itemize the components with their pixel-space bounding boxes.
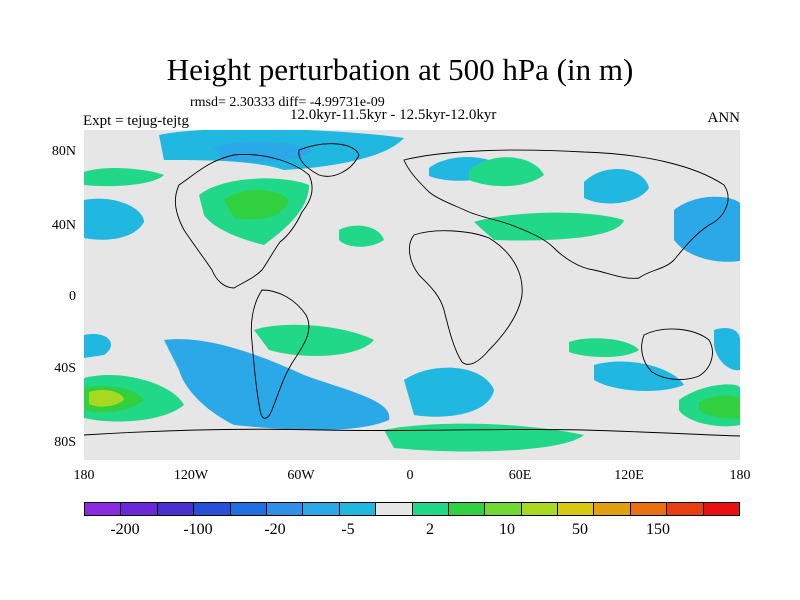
anomaly-shading [84, 130, 740, 430]
colorbar-label-50: 50 [572, 521, 588, 538]
neg-anomaly-south-atlantic [404, 367, 494, 417]
pos-anomaly-southeast-core [699, 395, 740, 419]
lon-label-0: 0 [406, 468, 414, 483]
colorbar-swatch-11 [485, 503, 522, 515]
pos-anomaly-siberia-north [469, 157, 544, 187]
period-text: 12.0kyr-11.5kyr - 12.5kyr-12.0kyr [290, 107, 497, 123]
colorbar-label-150: 150 [646, 521, 670, 538]
colorbar-swatch-7 [339, 503, 377, 515]
lon-label-60w: 60W [287, 468, 315, 483]
neg-anomaly-south-pacific [164, 339, 390, 430]
coastline-antarctica [84, 428, 740, 437]
season-label: ANN [707, 110, 741, 126]
lat-label-equator: 0 [69, 289, 76, 304]
neg-anomaly-south-indian [594, 361, 684, 392]
colorbar-swatch-12 [521, 503, 559, 515]
map-title: Height perturbation at 500 hPa (in m) [166, 52, 634, 87]
coastline-north-america [174, 154, 313, 289]
coastline-africa [408, 230, 523, 365]
colorbar-swatch-16 [667, 503, 704, 515]
lat-label-80s: 80S [54, 435, 76, 450]
lat-label-40s: 40S [54, 361, 76, 376]
pos-anomaly-southwest-pacific-peak [89, 389, 124, 407]
lon-label-60e: 60E [508, 468, 532, 483]
colorbar-label-2: 2 [426, 521, 434, 538]
colorbar-swatch-14 [594, 503, 631, 515]
neg-anomaly-siberia [584, 169, 649, 204]
colorbar-swatch-5 [266, 503, 304, 515]
pos-anomaly-asia [474, 212, 624, 241]
colorbar-swatch-3 [194, 503, 231, 515]
colorbar-swatch-0 [85, 503, 122, 515]
pos-anomaly-indian-ocean [569, 338, 639, 357]
stats-text: rmsd= 2.30333 diff= -4.99731e-09 [190, 95, 385, 110]
lat-label-80n: 80N [51, 144, 76, 159]
colorbar-swatch-2 [157, 503, 195, 515]
colorbar-label-neg5: -5 [341, 521, 355, 538]
colorbar-swatch-6 [303, 503, 340, 515]
coastline-greenland [298, 143, 360, 177]
neg-anomaly-southeast [714, 328, 740, 371]
lat-label-40n: 40N [51, 218, 76, 233]
coastline-australia [641, 328, 713, 380]
pos-anomaly-eastern-canada-core [224, 189, 289, 220]
coastlines [84, 143, 740, 437]
map-panel [84, 130, 740, 460]
colorbar-swatch-9 [412, 503, 449, 515]
lon-label-120e: 120E [614, 468, 644, 483]
colorbar-label-neg20: -20 [264, 521, 286, 538]
colorbar-swatch-17 [703, 503, 740, 515]
pos-anomaly-europe [339, 225, 384, 247]
colorbar-swatch-10 [448, 503, 486, 515]
lon-label-180-west: 180 [73, 468, 95, 483]
colorbar-swatch-4 [230, 503, 267, 515]
neg-anomaly-npacific-west [84, 198, 144, 240]
colorbar [84, 502, 740, 516]
lon-label-180-east: 180 [729, 468, 751, 483]
colorbar-label-10: 10 [499, 521, 515, 538]
colorbar-swatch-1 [121, 503, 158, 515]
colorbar-swatch-8 [376, 503, 413, 515]
neg-anomaly-south-pacific-west [84, 334, 112, 358]
lon-label-120w: 120W [173, 468, 209, 483]
experiment-label: Expt = tejug-tejtg [83, 113, 189, 129]
colorbar-swatch-13 [558, 503, 595, 515]
pos-anomaly-south-pacific-tropics [254, 324, 374, 356]
colorbar-swatch-15 [630, 503, 668, 515]
coastline-south-america [250, 289, 310, 419]
pos-anomaly-atlantic-west [84, 168, 164, 187]
colorbar-label-neg200: -200 [110, 521, 140, 538]
coastline-eurasia [403, 149, 729, 279]
neg-anomaly-greenland-core [214, 141, 314, 162]
colorbar-label-neg100: -100 [183, 521, 213, 538]
